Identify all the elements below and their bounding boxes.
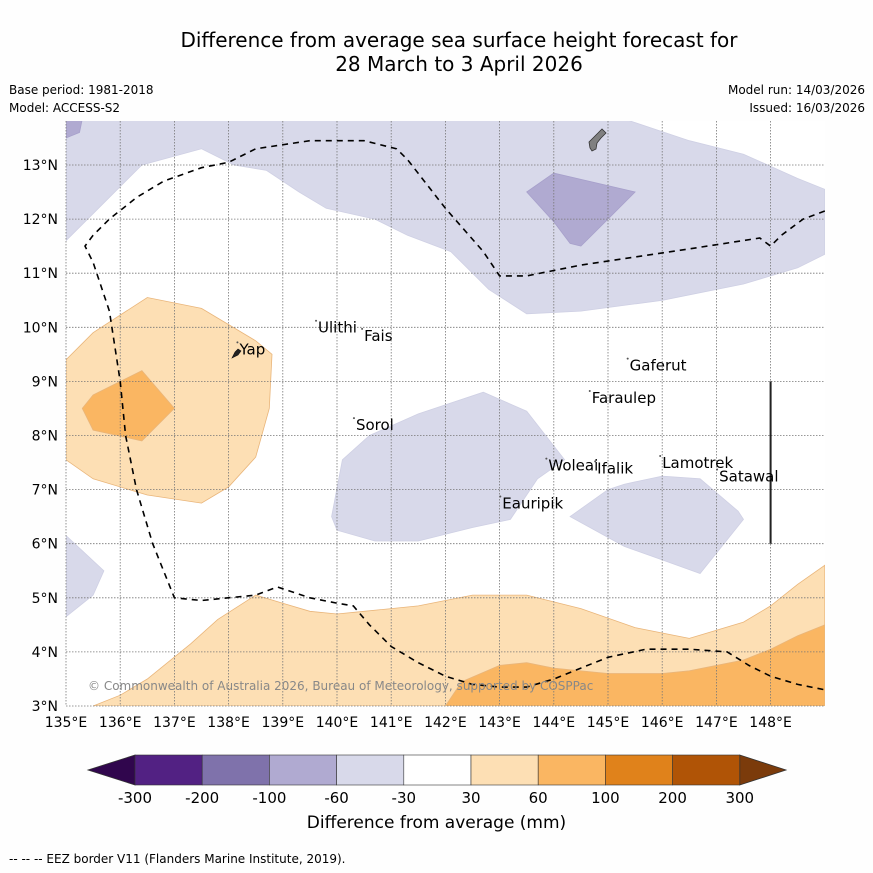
place-label: Satawal [719,467,778,485]
model-run: Model run: 14/03/2026 [727,83,865,97]
place-label: Lamotrek [662,454,733,472]
place-label: Faraulep [592,389,656,407]
place-marker [361,327,364,330]
contour-region [66,121,83,139]
eez-legend-text: -- -- -- EEZ border V11 (Flanders Marine… [9,852,346,866]
title-line-2: 28 March to 3 April 2026 [335,52,583,76]
colorbar-segment [672,754,741,786]
lat-tick-label: 4°N [32,645,58,661]
colorbar: -300 -200 -100 -60 -30 30 60 100 200 300 [86,754,788,807]
colorbar-segment [470,754,539,786]
place-labels: Yap Ulithi Fais Sorol Gaferut Faraulep WoleaiI… [236,319,779,513]
lat-tick-label: 5°N [32,591,58,607]
lat-tick-label: 9°N [32,374,58,390]
place-marker [594,460,597,463]
issued-date: Issued: 16/03/2026 [749,101,865,115]
lat-tick-label: 11°N [23,266,58,282]
contour-region [444,624,825,706]
place-label: Fais [364,327,393,345]
gridlines [65,121,825,707]
eez-border-layer [84,139,825,691]
lat-tick-label: 10°N [23,320,58,336]
meta-left: Base period: 1981-2018 Model: ACCESS-S2 [9,81,154,117]
place-label: Sorol [356,416,394,434]
lon-tick-label: 146°E [641,715,684,731]
lon-tick-label: 135°E [45,715,88,731]
place-marker [236,341,239,344]
contour-layer [66,121,825,706]
lat-tick-label: 8°N [32,429,58,445]
place-marker [352,417,355,420]
place-label: Woleai [548,457,598,475]
place-label: Gaferut [630,357,687,375]
colorbar-segment [269,754,337,786]
lon-tick-label: 136°E [99,715,142,731]
land-layer [231,128,607,359]
place-marker [545,457,548,460]
place-label: Yap [238,340,265,358]
colorbar-label: Difference from average (mm) [306,813,567,833]
lon-tick-label: 145°E [587,715,630,731]
colorbar-extend-high [739,754,788,786]
colorbar-tick-label: -60 [324,789,349,807]
axis-labels: 135°E 136°E 137°E 138°E 139°E 140°E 141°E 142°E… [23,158,792,731]
colorbar-tick-label: 100 [591,789,620,807]
place-marker [716,468,719,471]
place-marker [659,454,662,457]
contour-region [569,475,744,574]
lon-tick-label: 140°E [316,715,359,731]
lat-tick-label: 13°N [23,158,58,174]
lon-tick-label: 143°E [478,715,521,731]
yap-island-icon [231,348,242,359]
title-line-1: Difference from average sea surface heig… [180,28,738,52]
colorbar-tick-label: -200 [185,789,219,807]
place-marker [626,357,629,360]
eez-border-line [84,139,825,691]
lat-tick-label: 7°N [32,483,58,499]
colorbar-extend-low [86,754,136,786]
colorbar-segment [537,754,606,786]
place-marker [588,390,591,393]
lon-tick-label: 138°E [207,715,250,731]
guam-island-icon [588,128,607,152]
lon-tick-label: 144°E [533,715,576,731]
lon-tick-label: 142°E [424,715,467,731]
model-name: Model: ACCESS-S2 [9,101,121,115]
lon-tick-label: 141°E [370,715,413,731]
contour-region [92,564,825,706]
base-period: Base period: 1981-2018 [9,83,154,97]
contour-region [331,391,566,542]
colorbar-segment [605,754,673,786]
lon-tick-label: 147°E [695,715,738,731]
lat-tick-label: 6°N [32,537,58,553]
colorbar-tick-label: 30 [461,789,480,807]
page-title: Difference from average sea surface heig… [0,28,873,76]
lon-tick-label: 139°E [262,715,305,731]
place-marker [315,319,318,322]
place-label: Eauripik [502,495,563,513]
place-label: Ifalik [597,459,633,477]
colorbar-segment [403,754,472,786]
lat-tick-label: 3°N [32,699,58,715]
place-marker [499,495,502,498]
colorbar-tick-label: 300 [725,789,754,807]
colorbar-segment [201,754,270,786]
colorbar-tick-label: -30 [392,789,417,807]
contour-region [66,297,273,504]
colorbar-tick-label: 200 [658,789,687,807]
contour-region [66,535,105,618]
contour-region [81,370,175,442]
colorbar-segment [134,754,203,786]
colorbar-segment [336,754,405,786]
lon-tick-label: 148°E [749,715,792,731]
colorbar-tick-label: 60 [529,789,548,807]
lat-tick-label: 12°N [23,212,58,228]
meta-right: Model run: 14/03/2026 Issued: 16/03/2026 [728,81,865,117]
colorbar-tick-label: -300 [118,789,152,807]
colorbar-tick-label: -100 [252,789,286,807]
place-label: Ulithi [318,319,357,337]
lon-tick-label: 137°E [153,715,196,731]
copyright-text: © Commonwealth of Australia 2026, Bureau… [88,679,593,693]
